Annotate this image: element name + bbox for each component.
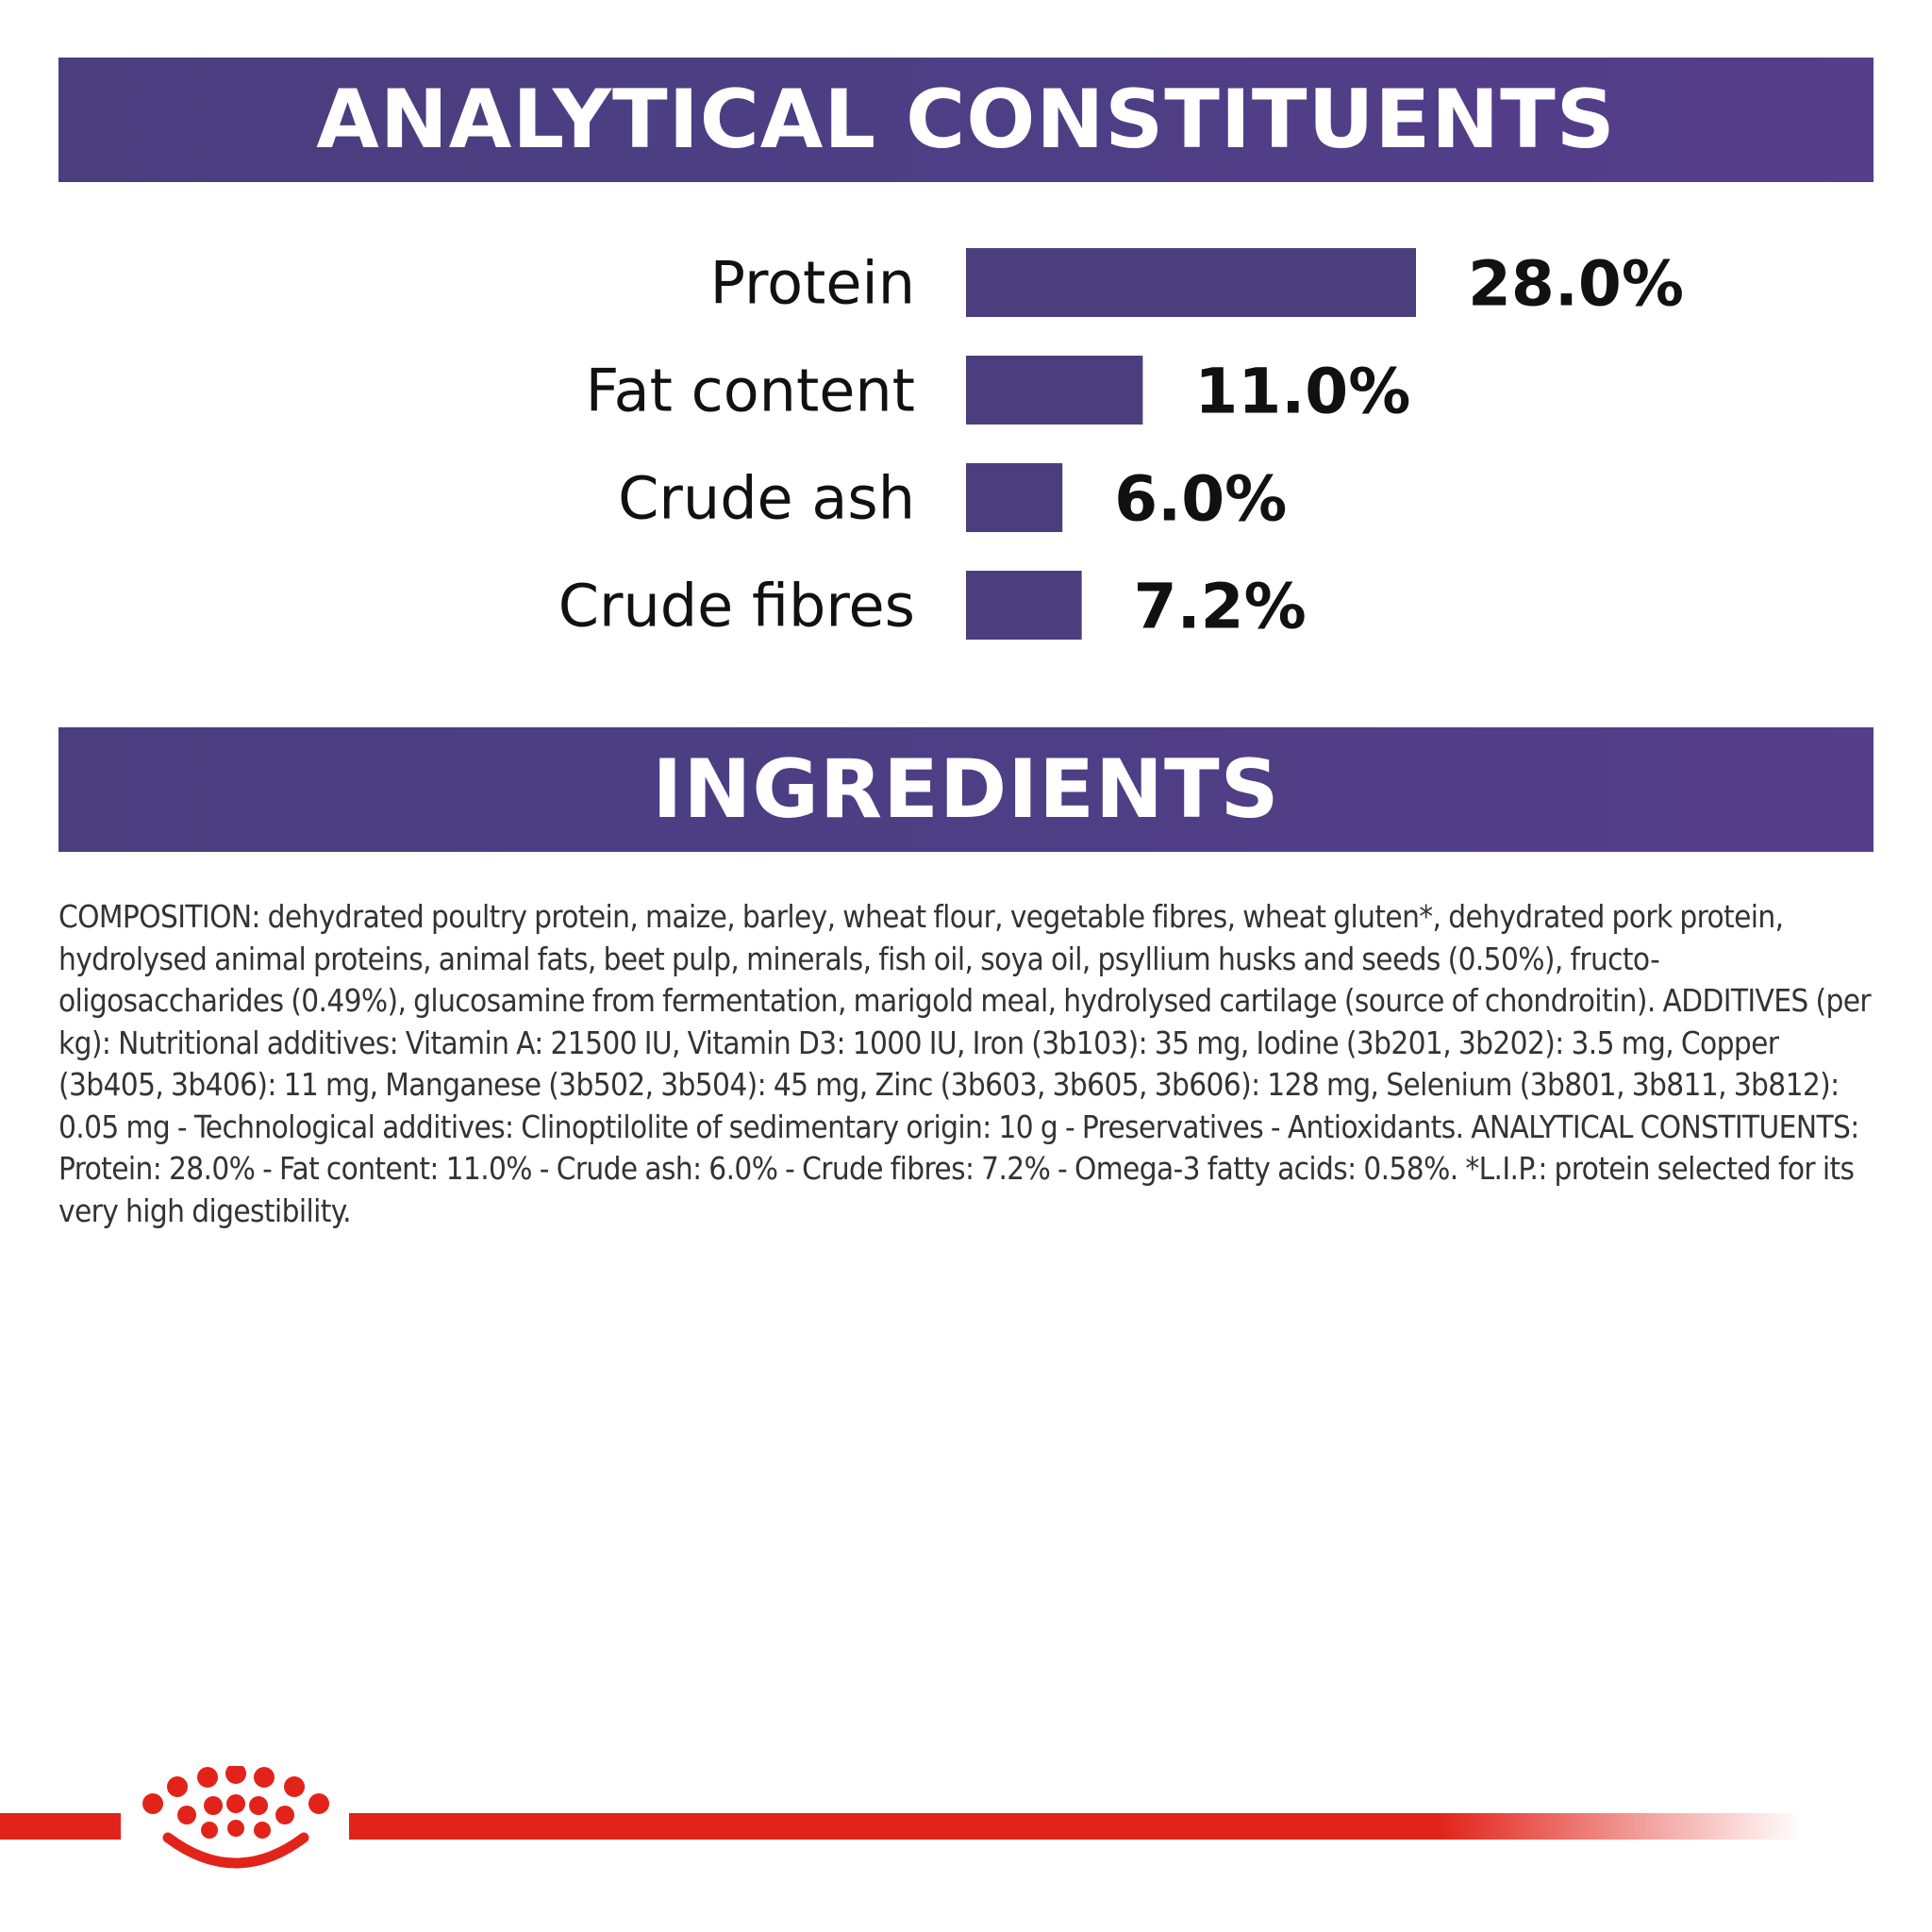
bar bbox=[966, 463, 1063, 532]
analytical-constituents-banner: ANALYTICAL CONSTITUENTS bbox=[58, 58, 1874, 182]
ingredients-banner: INGREDIENTS bbox=[58, 727, 1874, 852]
footer-line-left bbox=[0, 1813, 121, 1840]
composition-text: COMPOSITION: dehydrated poultry protein,… bbox=[58, 898, 1872, 1229]
value-label: 28.0% bbox=[1468, 248, 1684, 321]
category-label: Fat content bbox=[586, 357, 915, 425]
bar bbox=[966, 356, 1143, 425]
value-label: 7.2% bbox=[1134, 571, 1307, 643]
category-label: Crude fibres bbox=[558, 572, 915, 641]
ingredients-title: INGREDIENTS bbox=[652, 742, 1280, 837]
category-label: Protein bbox=[710, 249, 915, 318]
crown-icon bbox=[142, 1766, 329, 1869]
value-label: 6.0% bbox=[1114, 463, 1287, 536]
value-label: 11.0% bbox=[1194, 356, 1410, 428]
bar bbox=[966, 571, 1082, 640]
footer-line-right bbox=[349, 1813, 1802, 1840]
bar bbox=[966, 248, 1416, 317]
category-label: Crude ash bbox=[618, 464, 915, 533]
analytical-constituents-title: ANALYTICAL CONSTITUENTS bbox=[316, 73, 1616, 167]
constituents-bar-chart: Protein 28.0% Fat content 11.0% Crude ash 6.0… bbox=[558, 248, 1684, 643]
